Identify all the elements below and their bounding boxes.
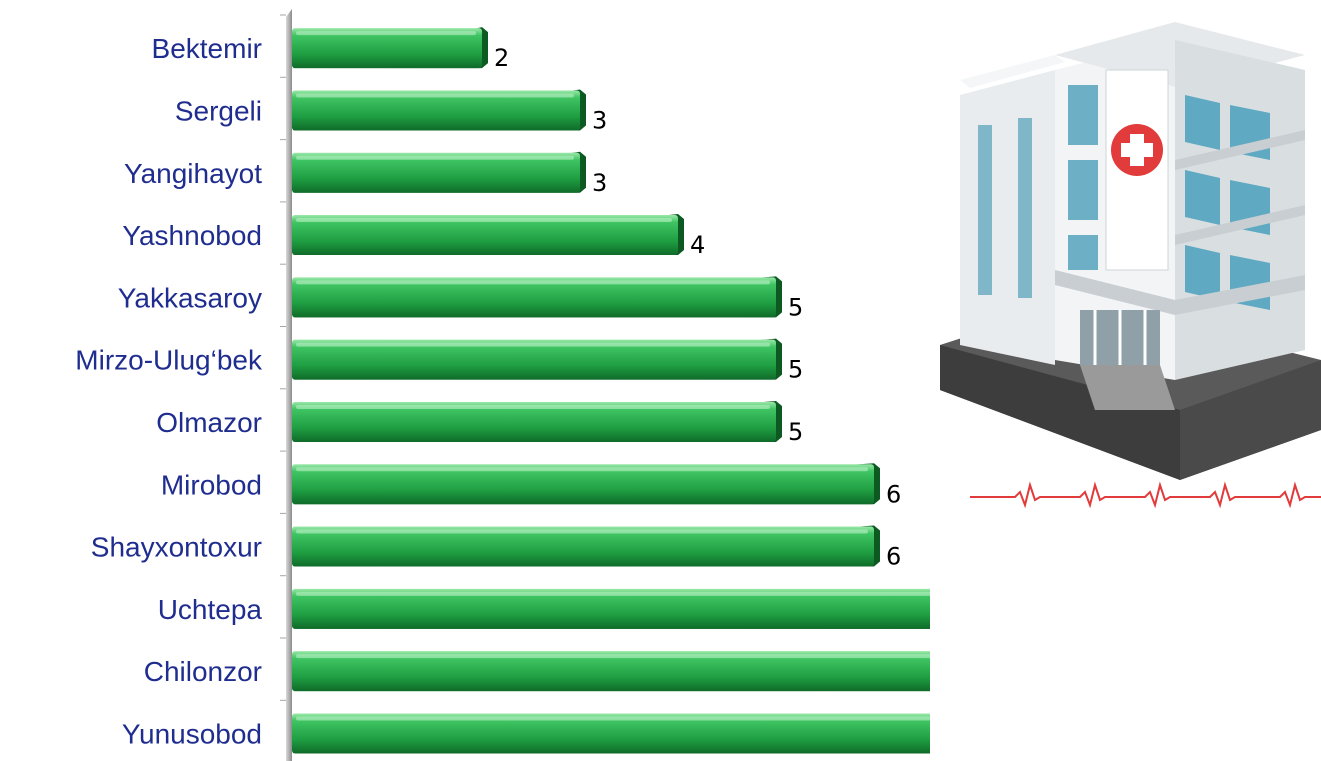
- category-label: Yakkasaroy: [118, 282, 262, 313]
- y-axis: [280, 9, 292, 761]
- axis-wall: [286, 9, 292, 761]
- category-label: Uchtepa: [158, 594, 263, 625]
- category-label: Sergeli: [175, 95, 262, 126]
- bar: [292, 400, 782, 442]
- bar: [292, 151, 586, 193]
- bar: [292, 463, 880, 505]
- bar: [292, 89, 586, 131]
- data-label: 5: [788, 293, 803, 321]
- ecg-line: [970, 481, 1321, 509]
- bar: [292, 588, 930, 629]
- category-label: Yangihayot: [124, 158, 262, 189]
- category-label: Chilonzor: [144, 656, 262, 687]
- category-label: Yashnobod: [122, 220, 262, 251]
- data-label: 3: [592, 169, 607, 197]
- bar: [292, 276, 782, 318]
- data-label: 2: [494, 44, 509, 72]
- category-label: Mirzo-Ulug‘bek: [75, 345, 263, 376]
- category-label: Mirobod: [161, 469, 262, 500]
- bar: [292, 525, 880, 567]
- category-label: Bektemir: [152, 33, 262, 64]
- labels: Bektemir 2 Sergeli 3 Yangihayot 3 Yashnobod 4 Ya…: [75, 33, 901, 749]
- bar-chart: Bektemir 2 Sergeli 3 Yangihayot 3 Yashnobod 4 Ya…: [75, 9, 930, 761]
- data-label: 5: [788, 356, 803, 384]
- bars: [292, 27, 930, 754]
- bar: [292, 214, 684, 256]
- data-label: 6: [886, 480, 901, 508]
- bar: [292, 338, 782, 380]
- data-label: 5: [788, 418, 803, 446]
- category-label: Yunusobod: [122, 718, 262, 749]
- hospital-building-icon: [940, 22, 1321, 509]
- data-label: 6: [886, 543, 901, 571]
- data-label: 3: [592, 106, 607, 134]
- data-label: 4: [690, 231, 705, 259]
- bar: [292, 713, 930, 754]
- bar: [292, 27, 488, 69]
- category-label: Olmazor: [156, 407, 262, 438]
- bar: [292, 651, 930, 692]
- category-label: Shayxontoxur: [91, 532, 262, 563]
